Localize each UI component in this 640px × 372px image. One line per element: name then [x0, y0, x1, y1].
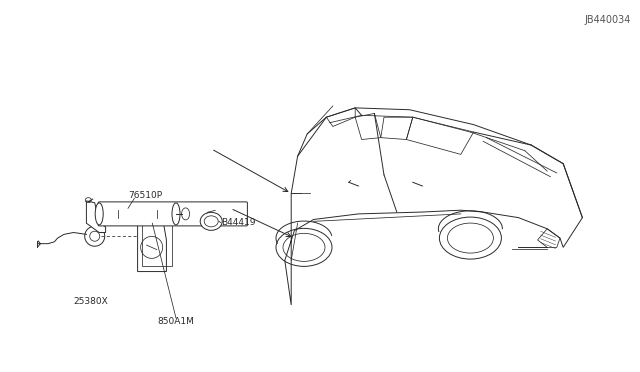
Text: 76510P: 76510P — [128, 191, 162, 200]
Text: B44419: B44419 — [221, 218, 255, 227]
Ellipse shape — [95, 203, 103, 225]
Ellipse shape — [200, 212, 222, 230]
Ellipse shape — [172, 203, 180, 225]
Polygon shape — [86, 201, 106, 232]
Ellipse shape — [182, 208, 189, 220]
Text: JB440034: JB440034 — [584, 16, 630, 25]
Text: 25380X: 25380X — [74, 297, 108, 306]
FancyBboxPatch shape — [98, 202, 248, 226]
Text: 850A1M: 850A1M — [157, 317, 195, 326]
Ellipse shape — [84, 226, 105, 246]
Polygon shape — [138, 221, 166, 272]
